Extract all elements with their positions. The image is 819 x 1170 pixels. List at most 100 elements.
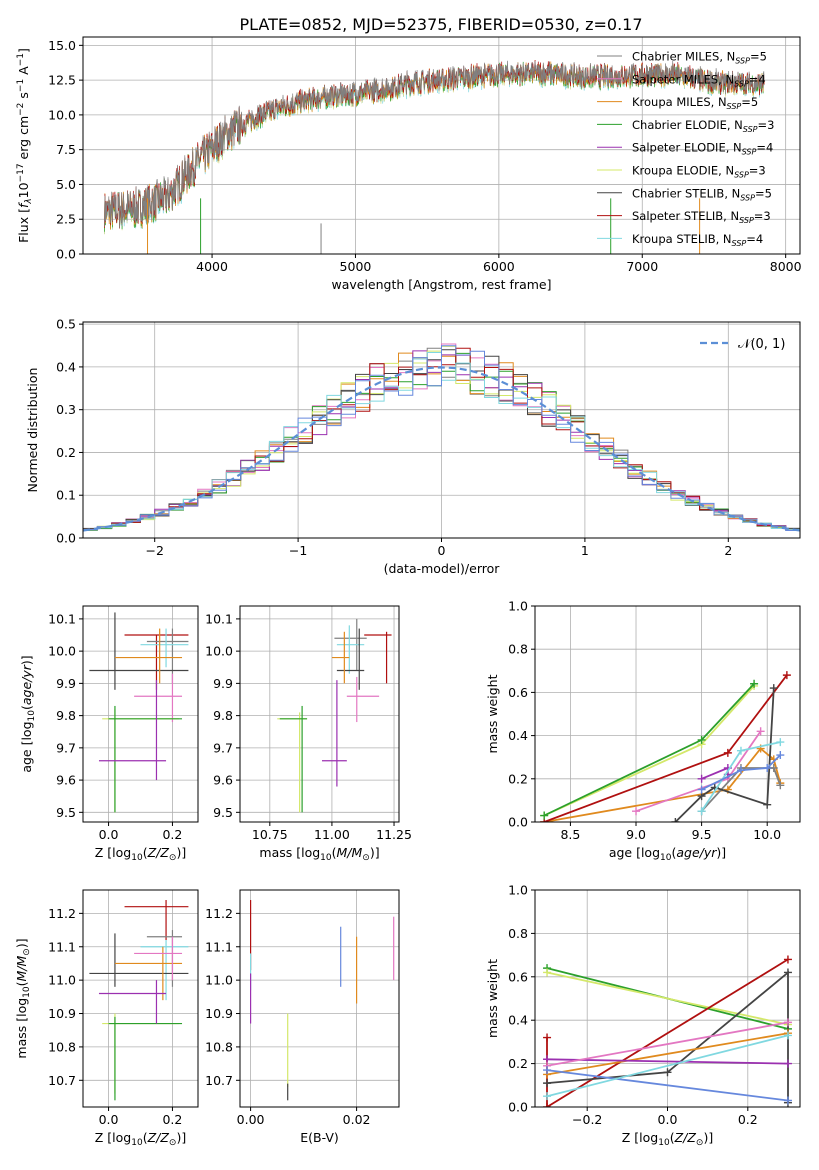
mass-weight-marker bbox=[723, 748, 732, 757]
x-tick-label: 2 bbox=[724, 543, 732, 558]
x-axis-label: (data-model)/error bbox=[384, 561, 501, 576]
x-tick-label: 0.0 bbox=[99, 1112, 119, 1127]
x-tick-label: 8.5 bbox=[560, 827, 580, 842]
legend-entry: 𝒩(0, 1) bbox=[738, 337, 785, 352]
panel-mass_weight_vs_Z: −0.2 0.0 0.2 0.0 0.2 0.4 0.6 0.8 1.0 Z [log10(Z/Z… bbox=[485, 883, 801, 1148]
y-axis-label: Flux [fλ10−17 erg cm−2 s−1 A−1] bbox=[16, 48, 34, 243]
mass-weight-marker bbox=[632, 807, 641, 816]
x-tick-label: 0.2 bbox=[162, 827, 182, 842]
y-tick-label: 0.0 bbox=[56, 247, 76, 262]
mass-weight-line bbox=[546, 1032, 789, 1076]
y-tick-label: 10.1 bbox=[205, 611, 233, 626]
legend-entry: Chabrier ELODIE, NSSP=3 bbox=[632, 118, 774, 134]
y-tick-label: 1.0 bbox=[508, 599, 528, 614]
legend: 𝒩(0, 1) bbox=[700, 337, 785, 352]
y-tick-label: 7.5 bbox=[56, 142, 76, 157]
plot-area bbox=[89, 900, 189, 1101]
mass-weight-marker bbox=[543, 1079, 552, 1088]
mass-weight-marker bbox=[540, 811, 549, 820]
axes-frame bbox=[82, 321, 801, 539]
y-tick-label: 0.8 bbox=[508, 926, 528, 941]
mass-weight-marker bbox=[736, 766, 745, 775]
x-tick-label: 9.0 bbox=[626, 827, 646, 842]
panel-residuals: −2 −1 0 1 2 0.0 0.1 0.2 0.3 0.4 0.5 (data-model)/er… bbox=[25, 317, 801, 576]
residual-histogram bbox=[83, 345, 800, 532]
y-axis-label: Normed distribution bbox=[25, 368, 40, 493]
y-tick-label: 0.0 bbox=[56, 531, 76, 546]
y-tick-label: 11.1 bbox=[205, 939, 233, 954]
mass-weight-line bbox=[546, 971, 789, 1026]
panel-age_vs_Z: 0.0 0.2 9.5 9.6 9.7 9.8 9.9 10.0 10.1 Z [log10(Z/… bbox=[19, 605, 199, 863]
y-tick-label: 10.9 bbox=[205, 1006, 233, 1021]
axes-frame bbox=[534, 889, 801, 1108]
mass-weight-line bbox=[546, 1034, 789, 1098]
x-axis-label: Z [log10(Z/Z⊙)] bbox=[622, 1130, 713, 1148]
y-tick-label: 2.5 bbox=[56, 212, 76, 227]
mass-weight-marker bbox=[697, 774, 706, 783]
y-tick-label: 9.5 bbox=[213, 805, 233, 820]
mass-weight-marker bbox=[776, 781, 785, 790]
y-tick-label: 11.1 bbox=[48, 939, 76, 954]
plot-area bbox=[104, 59, 765, 254]
plot-area bbox=[540, 671, 791, 822]
y-tick-label: 10.0 bbox=[48, 644, 76, 659]
y-tick-label: 11.2 bbox=[205, 906, 233, 921]
y-tick-label: 9.5 bbox=[56, 805, 76, 820]
y-tick-label: 0.0 bbox=[508, 1100, 528, 1115]
y-tick-label: 10.9 bbox=[48, 1006, 76, 1021]
axes-frame bbox=[239, 889, 400, 1108]
legend-entry: Salpeter STELIB, NSSP=3 bbox=[632, 209, 771, 225]
y-tick-label: 0.3 bbox=[56, 402, 76, 417]
x-tick-label: −0.2 bbox=[572, 1112, 602, 1127]
y-tick-label: 10.7 bbox=[205, 1073, 233, 1088]
x-tick-label: 0.2 bbox=[162, 1112, 182, 1127]
y-tick-label: 0.5 bbox=[56, 317, 76, 332]
mass-weight-marker bbox=[783, 1059, 792, 1068]
mass-weight-marker bbox=[783, 955, 792, 964]
y-tick-label: 10.0 bbox=[205, 644, 233, 659]
mass-weight-line bbox=[701, 754, 781, 791]
mass-weight-marker bbox=[769, 684, 778, 693]
x-tick-label: 0.2 bbox=[738, 1112, 758, 1127]
mass-weight-marker bbox=[783, 1018, 792, 1027]
plot-area bbox=[83, 343, 800, 533]
mass-weight-marker bbox=[543, 1033, 552, 1042]
y-tick-label: 9.6 bbox=[56, 773, 76, 788]
mass-weight-line bbox=[546, 1021, 789, 1067]
legend-entry: Chabrier MILES, NSSP=5 bbox=[632, 50, 767, 66]
normal-curve bbox=[83, 366, 800, 532]
x-tick-label: −1 bbox=[289, 543, 307, 558]
mass-weight-marker bbox=[776, 751, 785, 760]
mass-weight-marker bbox=[756, 727, 765, 736]
y-tick-label: 11.2 bbox=[48, 906, 76, 921]
x-tick-label: 7000 bbox=[626, 259, 658, 274]
x-tick-label: 0.0 bbox=[658, 1112, 678, 1127]
x-tick-label: 0.0 bbox=[99, 827, 119, 842]
legend-entry: Kroupa MILES, NSSP=5 bbox=[632, 95, 758, 111]
y-tick-label: 0.6 bbox=[508, 969, 528, 984]
y-axis-label: mass weight bbox=[485, 959, 500, 1038]
y-tick-label: 9.9 bbox=[56, 676, 76, 691]
legend: Chabrier MILES, NSSP=5 Salpeter MILES, NS… bbox=[597, 50, 774, 248]
y-tick-label: 0.1 bbox=[56, 488, 76, 503]
mass-weight-marker bbox=[783, 1096, 792, 1105]
y-tick-label: 0.4 bbox=[56, 359, 76, 374]
y-tick-label: 0.2 bbox=[56, 445, 76, 460]
y-tick-label: 9.9 bbox=[213, 676, 233, 691]
y-tick-label: 0.8 bbox=[508, 642, 528, 657]
mass-weight-marker bbox=[543, 1066, 552, 1075]
mass-weight-marker bbox=[543, 1092, 552, 1101]
x-tick-label: 0.02 bbox=[343, 1112, 371, 1127]
x-axis-label: Z [log10(Z/Z⊙)] bbox=[95, 1130, 186, 1148]
x-tick-label: 11.25 bbox=[376, 827, 412, 842]
mass-weight-marker bbox=[543, 1103, 552, 1107]
mass-weight-marker bbox=[750, 679, 759, 688]
mass-weight-marker bbox=[543, 968, 552, 977]
axes-frame bbox=[82, 36, 801, 255]
y-tick-label: 9.7 bbox=[56, 740, 76, 755]
x-axis-label: age [log10(age/yr)] bbox=[609, 845, 726, 863]
y-axis-label: mass [log10(M/M⊙)] bbox=[14, 938, 32, 1058]
y-tick-label: 0.0 bbox=[508, 815, 528, 830]
axes-frame bbox=[239, 605, 400, 823]
plot-area bbox=[89, 612, 189, 813]
